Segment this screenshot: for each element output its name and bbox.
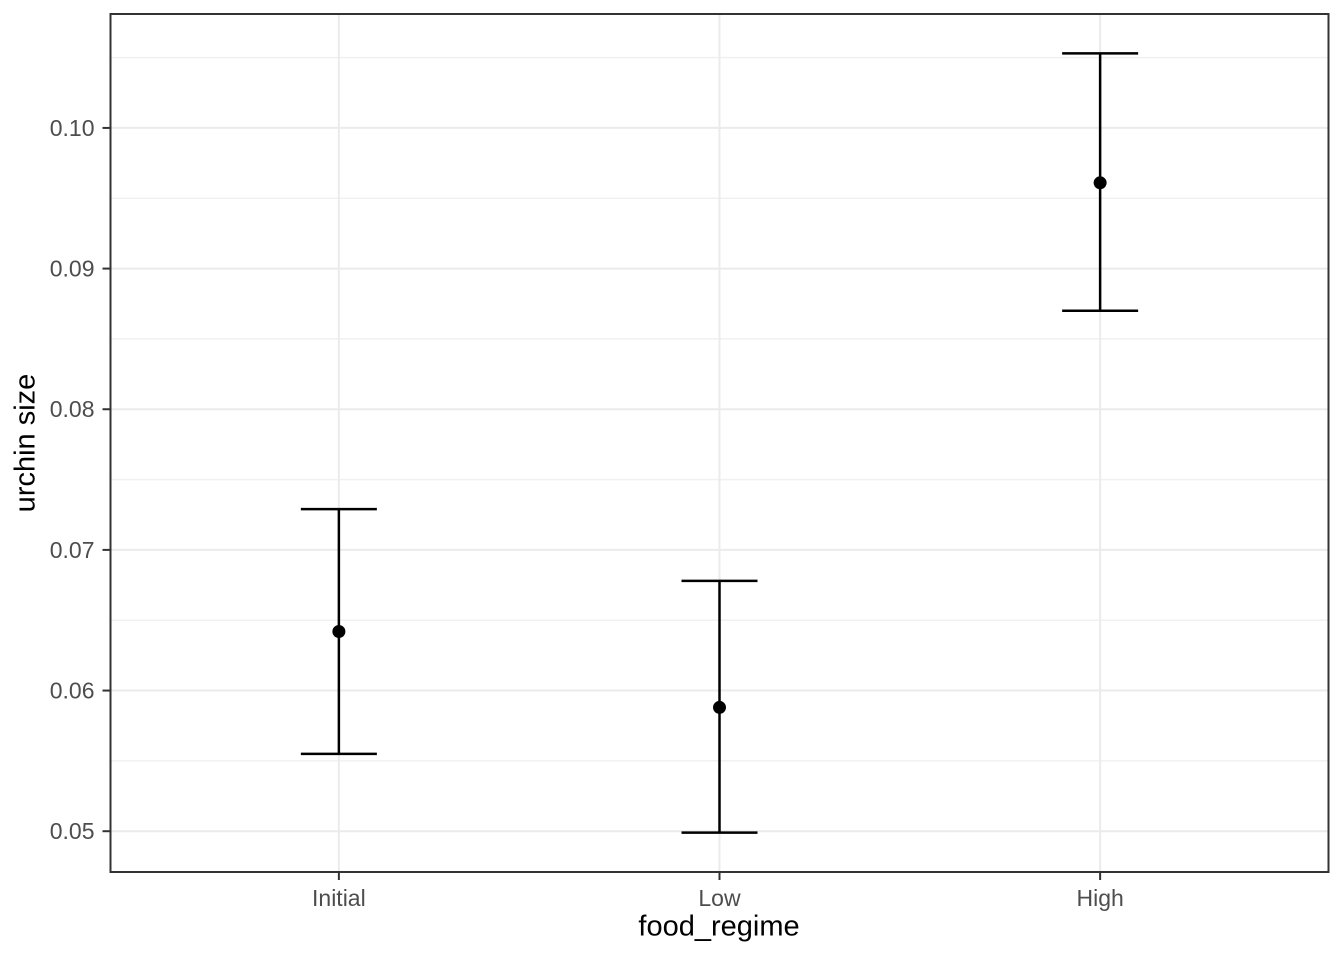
y-axis-title: urchin size: [9, 373, 42, 513]
data-point: [332, 624, 346, 638]
y-tick-label: 0.07: [50, 537, 95, 563]
y-tick-label: 0.08: [50, 396, 95, 422]
x-tick-label: Initial: [312, 885, 366, 911]
x-tick-label: High: [1076, 885, 1123, 911]
x-tick-label: Low: [698, 885, 741, 911]
panel-border: [109, 13, 1330, 873]
y-tick-label: 0.09: [50, 256, 95, 282]
y-tick-label: 0.10: [50, 115, 95, 141]
y-tick-label: 0.06: [50, 678, 95, 704]
data-point: [713, 700, 726, 714]
data-point: [1093, 176, 1107, 190]
y-tick-label: 0.05: [50, 818, 95, 844]
x-axis-title: food_regime: [638, 910, 800, 943]
